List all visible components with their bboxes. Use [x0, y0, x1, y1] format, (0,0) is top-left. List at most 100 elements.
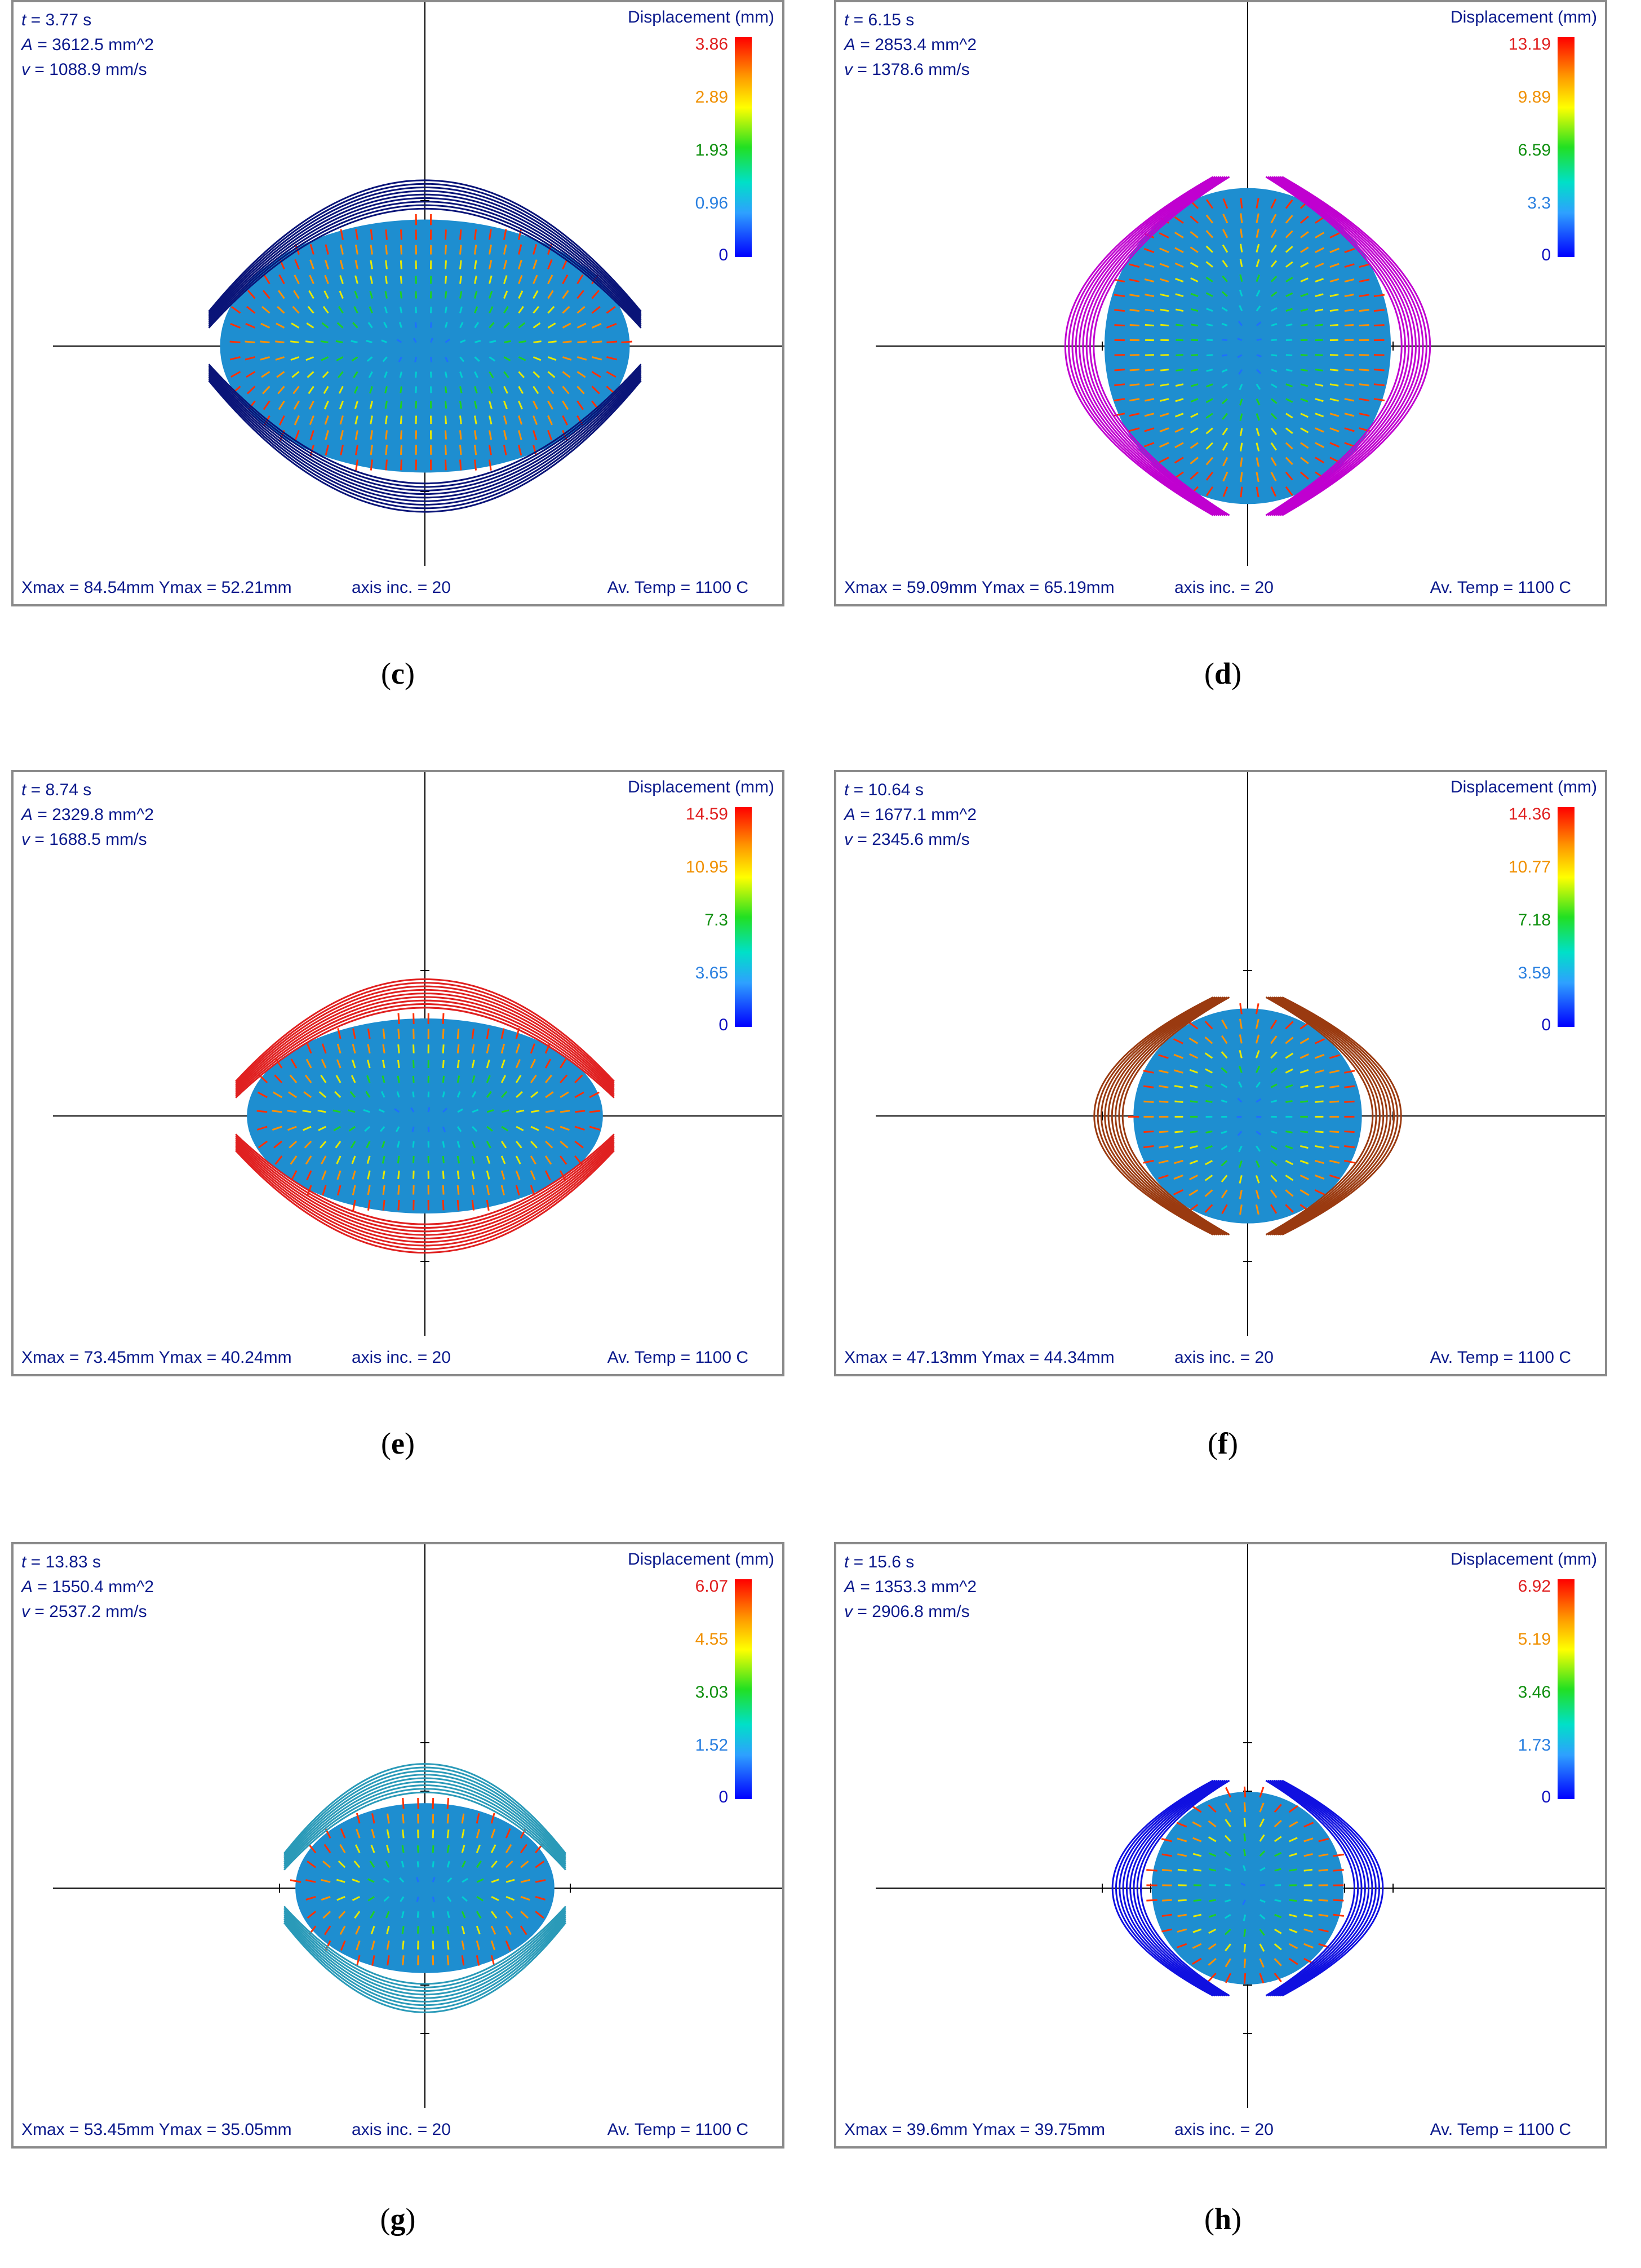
displacement-arrow — [1344, 354, 1354, 356]
displacement-arrow — [339, 430, 344, 440]
panel-d-info: t = 6.15 s A = 2853.4 mm^2 v = 1378.6 mm… — [844, 8, 977, 82]
displacement-arrow — [1238, 369, 1243, 375]
displacement-arrow — [1239, 428, 1243, 436]
displacement-arrow — [303, 1091, 312, 1098]
displacement-arrow — [400, 291, 402, 299]
displacement-arrow — [1285, 354, 1293, 357]
displacement-arrow — [1300, 1084, 1309, 1088]
displacement-arrow — [518, 244, 522, 255]
roll-contours — [283, 1763, 567, 2013]
legend-title: Displacement (mm) — [1450, 8, 1597, 26]
displacement-arrow — [471, 1028, 475, 1039]
displacement-arrow — [272, 1126, 282, 1131]
displacement-arrow — [1204, 1052, 1213, 1059]
displacement-arrow — [1270, 471, 1277, 482]
lower-roll-contour — [235, 1140, 615, 1236]
displacement-arrow — [1300, 246, 1309, 253]
displacement-arrow — [354, 1844, 361, 1853]
displacement-arrow — [1222, 244, 1228, 253]
displacement-arrow — [385, 1861, 390, 1868]
displacement-arrow — [1359, 263, 1370, 268]
displacement-arrow — [353, 306, 358, 314]
displacement-arrow — [1270, 442, 1277, 451]
displacement-arrow — [306, 1043, 312, 1054]
displacement-arrow — [1329, 1174, 1340, 1180]
displacement-arrow — [1240, 1882, 1246, 1886]
displacement-arrow — [351, 340, 358, 343]
displacement-arrow — [323, 1925, 331, 1935]
displacement-arrow — [1160, 369, 1169, 371]
displacement-arrow — [1159, 263, 1169, 268]
displacement-arrow — [261, 305, 270, 314]
displacement-arrow — [456, 1185, 460, 1195]
displacement-arrow — [1270, 1189, 1278, 1198]
displacement-arrow — [456, 1029, 460, 1039]
upper-roll-contour — [208, 190, 642, 318]
displacement-arrow — [545, 1110, 555, 1113]
displacement-arrow — [1239, 289, 1243, 297]
displacement-arrow — [412, 1141, 415, 1148]
upper-roll-contour — [208, 207, 642, 329]
displacement-arrow — [1208, 1913, 1217, 1918]
average-temperature: Av. Temp = 1100 C — [607, 2120, 748, 2139]
displacement-arrow — [1344, 1145, 1355, 1149]
displacement-arrow — [503, 290, 508, 299]
displacement-arrow — [1315, 457, 1325, 464]
displacement-arrow — [371, 1828, 375, 1839]
displacement-arrow — [1270, 1051, 1278, 1059]
displacement-arrow — [1243, 1802, 1247, 1813]
displacement-arrow — [1285, 246, 1293, 253]
displacement-arrow — [1239, 1049, 1243, 1058]
displacement-arrow — [473, 445, 477, 455]
displacement-arrow — [1192, 1853, 1202, 1857]
displacement-arrow — [1303, 1913, 1313, 1917]
displacement-arrow — [442, 1141, 445, 1148]
displacement-arrow — [459, 276, 462, 284]
displacement-arrow — [533, 400, 538, 410]
displacement-arrow — [1256, 383, 1261, 390]
displacement-arrow — [371, 1940, 375, 1950]
displacement-arrow — [503, 430, 507, 440]
displacement-arrow — [1289, 1853, 1298, 1857]
left-roll-contour — [1064, 176, 1214, 516]
displacement-arrow — [1274, 1958, 1282, 1966]
displacement-arrow — [1143, 1070, 1154, 1074]
displacement-arrow — [1221, 1130, 1227, 1135]
right-roll-contour — [1274, 996, 1388, 1235]
displacement-arrow — [1270, 486, 1277, 497]
displacement-arrow — [1256, 259, 1260, 268]
displacement-arrow — [489, 386, 493, 394]
displacement-arrow — [1174, 216, 1184, 224]
displacement-arrow — [1359, 278, 1370, 283]
displacement-arrow — [1274, 1819, 1282, 1828]
displacement-arrow — [1274, 1804, 1282, 1813]
displacement-arrow — [1256, 243, 1260, 253]
panel-d: t = 6.15 s A = 2853.4 mm^2 v = 1378.6 mm… — [834, 0, 1607, 606]
displacement-arrow — [459, 415, 462, 424]
colorbar — [1558, 807, 1575, 1027]
displacement-arrow — [1285, 1021, 1294, 1030]
displacement-arrow — [1243, 1818, 1247, 1827]
displacement-arrow — [396, 1091, 400, 1098]
displacement-arrow — [1303, 1899, 1312, 1902]
displacement-arrow — [336, 1170, 341, 1180]
displacement-arrow — [1274, 1836, 1282, 1842]
displacement-arrow — [474, 306, 478, 314]
right-roll-contour — [1279, 996, 1399, 1236]
displacement-arrow — [1224, 1867, 1231, 1872]
displacement-arrow — [474, 275, 477, 284]
displacement-arrow — [1344, 294, 1354, 298]
displacement-arrow — [606, 305, 616, 314]
displacement-arrow — [1300, 369, 1308, 372]
displacement-arrow — [606, 371, 617, 378]
displacement-arrow — [446, 1941, 450, 1950]
displacement-arrow — [1222, 229, 1228, 238]
displacement-arrow — [290, 1058, 298, 1069]
displacement-arrow — [457, 1108, 463, 1113]
displacement-arrow — [471, 1141, 476, 1149]
displacement-arrow — [518, 400, 523, 410]
displacement-arrow — [446, 1797, 450, 1809]
right-roll-contour — [1265, 1779, 1355, 1997]
displacement-arrow — [394, 1108, 400, 1113]
displacement-arrow — [1256, 198, 1259, 209]
